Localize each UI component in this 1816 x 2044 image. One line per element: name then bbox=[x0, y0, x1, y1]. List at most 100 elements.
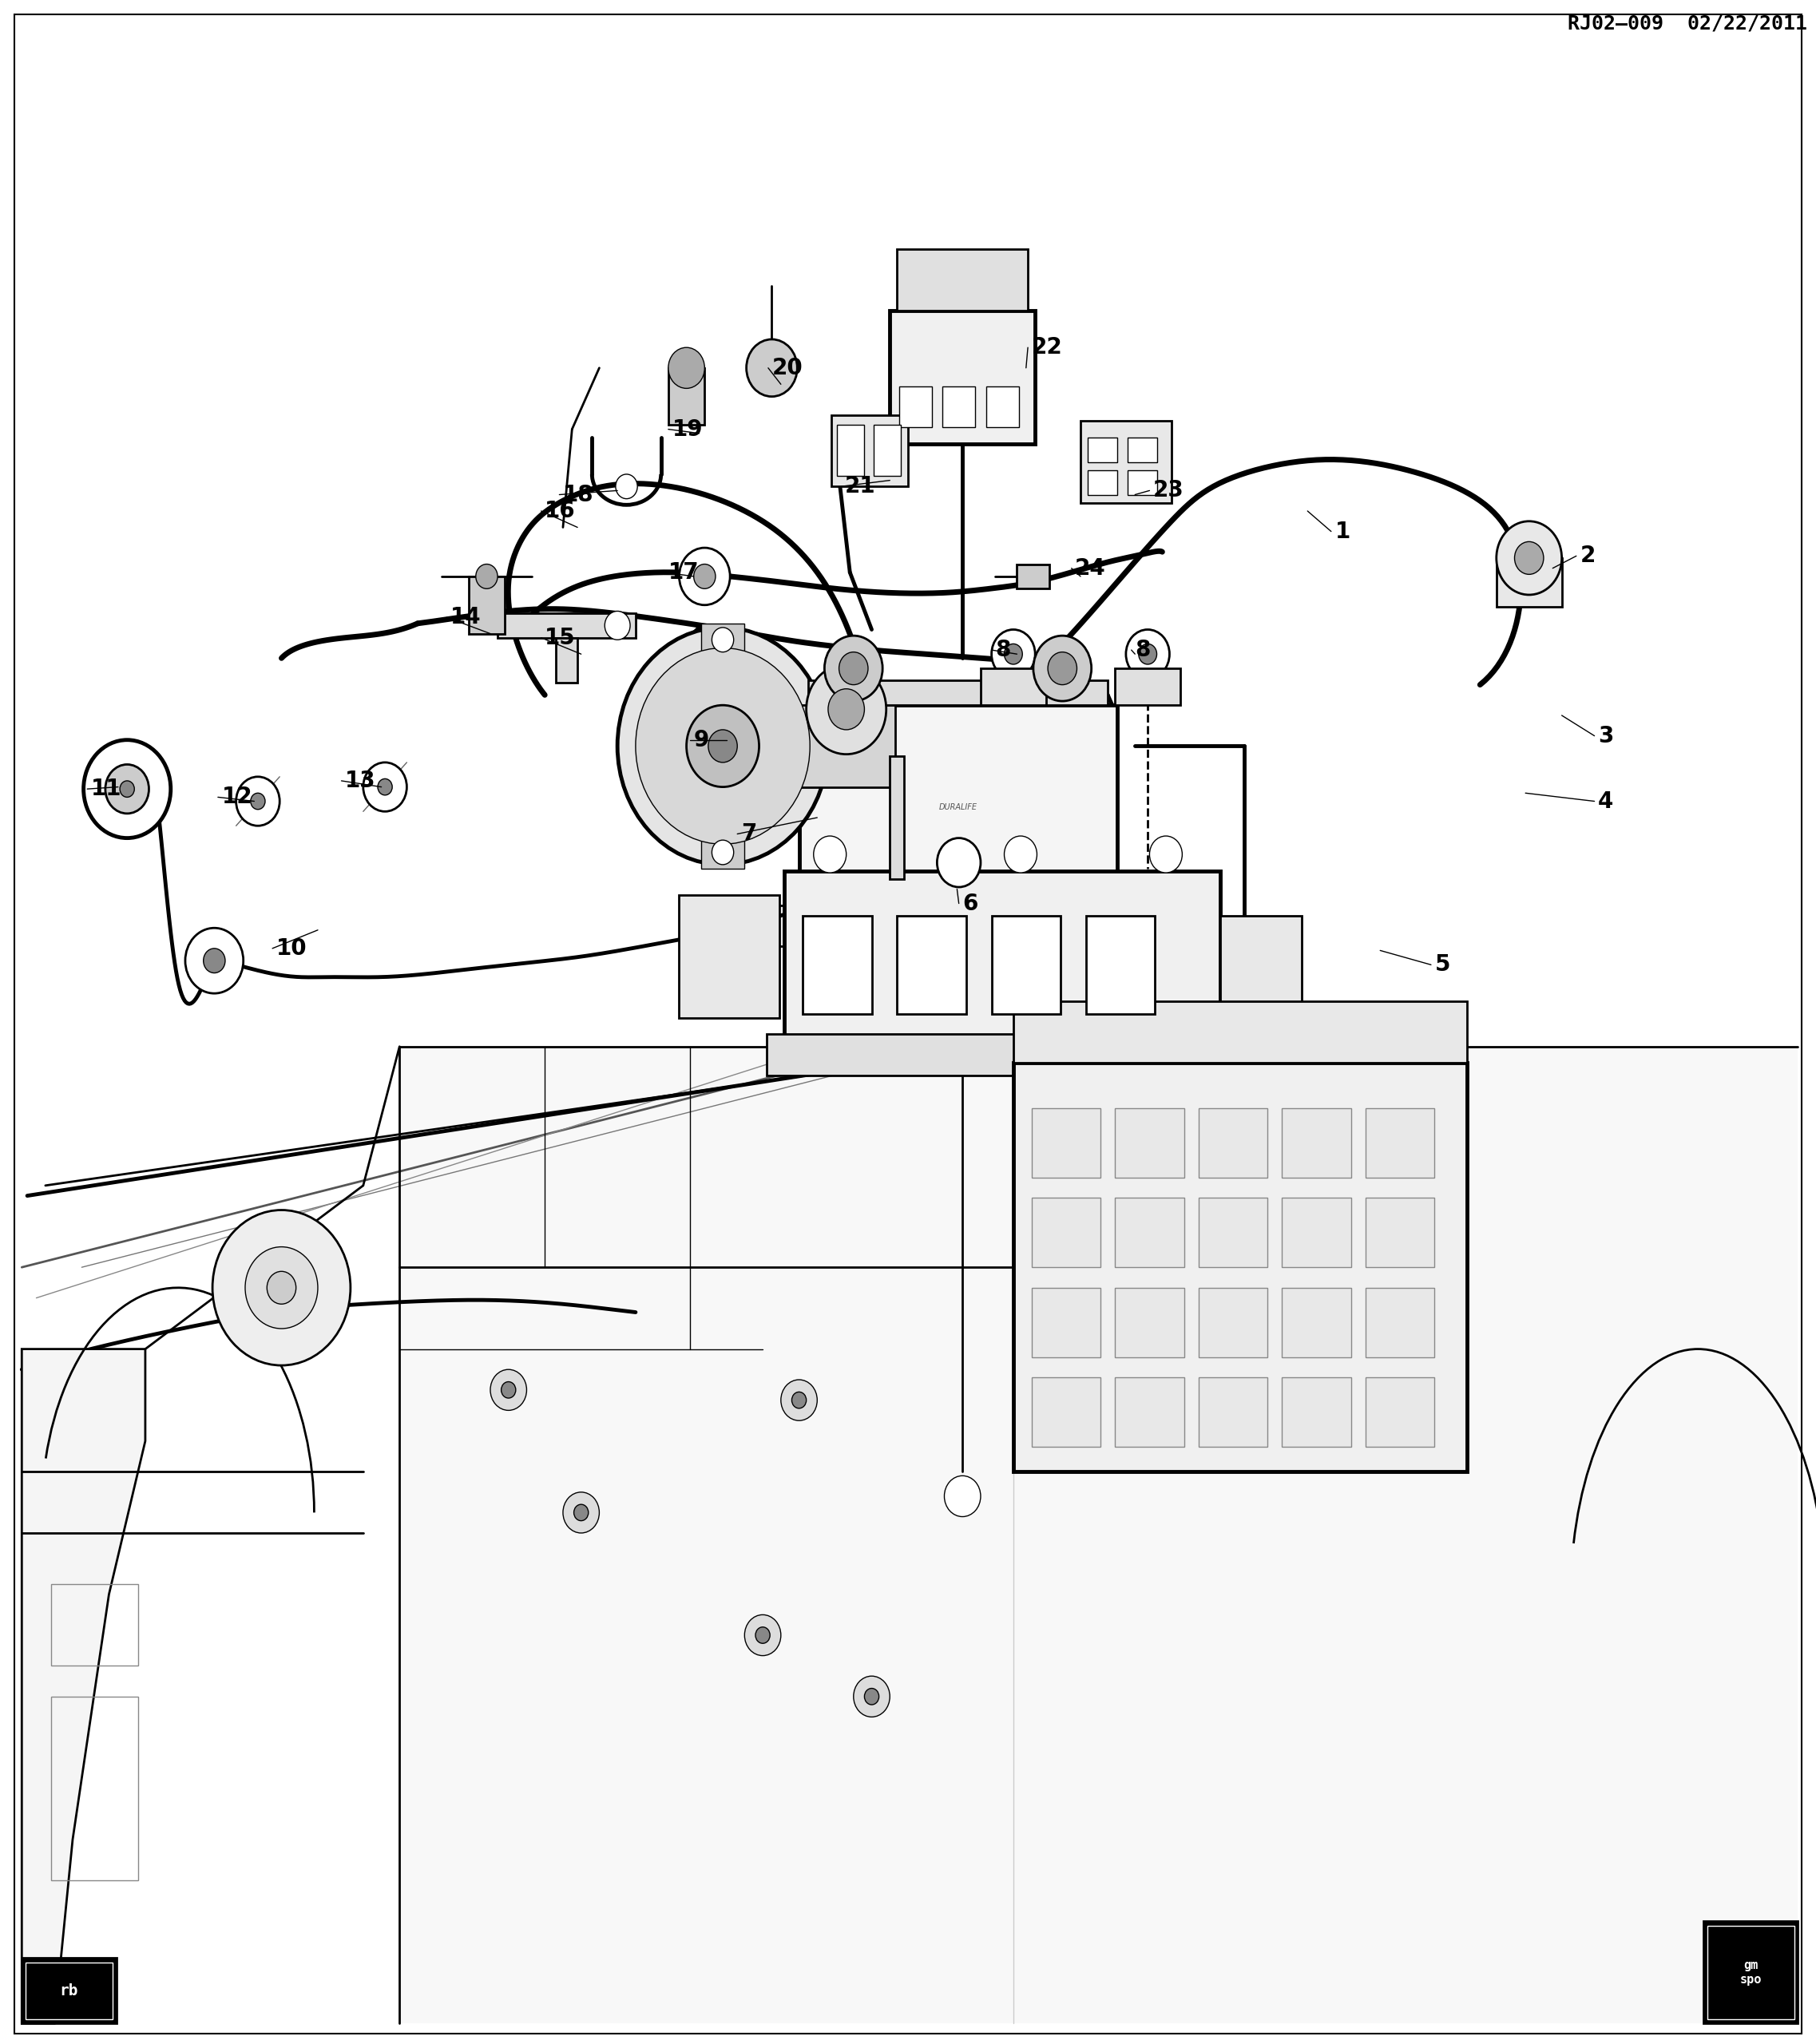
Circle shape bbox=[574, 1504, 588, 1521]
Polygon shape bbox=[22, 1349, 145, 2024]
Bar bbox=[1081, 421, 1171, 503]
Bar bbox=[837, 425, 864, 476]
Circle shape bbox=[501, 1382, 516, 1398]
Text: 6: 6 bbox=[962, 893, 979, 914]
Bar bbox=[1703, 1921, 1798, 2024]
Bar bbox=[1013, 1063, 1467, 1472]
Bar bbox=[25, 1962, 113, 2019]
Bar bbox=[1031, 1288, 1100, 1357]
Bar bbox=[766, 1034, 1239, 1075]
Text: 7: 7 bbox=[741, 824, 757, 844]
Bar bbox=[943, 386, 975, 427]
Circle shape bbox=[203, 948, 225, 973]
Bar bbox=[498, 613, 636, 638]
Circle shape bbox=[828, 689, 864, 730]
Text: 23: 23 bbox=[1153, 480, 1184, 501]
Circle shape bbox=[84, 740, 171, 838]
Bar bbox=[1115, 1108, 1184, 1177]
Bar bbox=[992, 916, 1061, 1014]
Bar bbox=[1128, 470, 1157, 495]
Bar bbox=[1031, 1198, 1100, 1267]
Circle shape bbox=[1139, 644, 1157, 664]
Circle shape bbox=[1004, 836, 1037, 873]
Circle shape bbox=[668, 347, 705, 388]
Bar bbox=[897, 249, 1028, 311]
Bar bbox=[556, 638, 577, 683]
Circle shape bbox=[267, 1271, 296, 1304]
Circle shape bbox=[378, 779, 392, 795]
Bar bbox=[1031, 1108, 1100, 1177]
Circle shape bbox=[212, 1210, 350, 1365]
Bar bbox=[986, 386, 1019, 427]
Bar bbox=[1366, 1378, 1435, 1447]
Circle shape bbox=[806, 664, 886, 754]
Bar bbox=[1017, 564, 1050, 589]
Bar bbox=[1115, 1198, 1184, 1267]
Text: RJ02–009  02/22/2011: RJ02–009 02/22/2011 bbox=[1567, 14, 1807, 33]
Circle shape bbox=[605, 611, 630, 640]
Bar bbox=[785, 871, 1220, 1038]
Bar bbox=[1088, 470, 1117, 495]
Bar bbox=[1013, 1002, 1467, 1063]
Text: 14: 14 bbox=[450, 607, 481, 628]
Bar bbox=[1366, 1198, 1435, 1267]
Text: 19: 19 bbox=[672, 419, 703, 439]
Bar bbox=[51, 1697, 138, 1880]
Bar bbox=[803, 916, 872, 1014]
Bar bbox=[890, 756, 904, 879]
Bar bbox=[701, 623, 745, 656]
Bar bbox=[701, 836, 745, 869]
Text: 24: 24 bbox=[1075, 558, 1106, 578]
Bar bbox=[1496, 558, 1562, 607]
Circle shape bbox=[781, 1380, 817, 1421]
Circle shape bbox=[712, 628, 734, 652]
Text: 20: 20 bbox=[772, 358, 803, 378]
Circle shape bbox=[746, 339, 797, 397]
Text: 11: 11 bbox=[91, 779, 122, 799]
Circle shape bbox=[1126, 630, 1170, 679]
Bar bbox=[1128, 437, 1157, 462]
Text: 22: 22 bbox=[1031, 337, 1062, 358]
Circle shape bbox=[236, 777, 280, 826]
Circle shape bbox=[185, 928, 243, 993]
Circle shape bbox=[563, 1492, 599, 1533]
Circle shape bbox=[490, 1369, 527, 1410]
Text: 5: 5 bbox=[1435, 955, 1451, 975]
Circle shape bbox=[694, 564, 716, 589]
Circle shape bbox=[251, 793, 265, 809]
Circle shape bbox=[1033, 636, 1091, 701]
Bar bbox=[1282, 1378, 1351, 1447]
Bar bbox=[51, 1584, 138, 1666]
Bar bbox=[795, 705, 895, 787]
Bar bbox=[890, 311, 1035, 444]
Circle shape bbox=[708, 730, 737, 762]
Circle shape bbox=[120, 781, 134, 797]
Text: 13: 13 bbox=[345, 771, 376, 791]
Text: DURALIFE: DURALIFE bbox=[939, 803, 977, 811]
Bar bbox=[22, 1958, 116, 2024]
Circle shape bbox=[712, 840, 734, 865]
Circle shape bbox=[937, 838, 981, 887]
Bar bbox=[1282, 1198, 1351, 1267]
Bar bbox=[1366, 1108, 1435, 1177]
Circle shape bbox=[755, 1627, 770, 1643]
Text: rb: rb bbox=[60, 1983, 78, 1999]
Bar bbox=[1086, 916, 1155, 1014]
Bar bbox=[1366, 1288, 1435, 1357]
Bar bbox=[1088, 437, 1117, 462]
Circle shape bbox=[1515, 542, 1544, 574]
Circle shape bbox=[245, 1247, 318, 1329]
Text: 1: 1 bbox=[1335, 521, 1349, 542]
Bar bbox=[1031, 1378, 1100, 1447]
Circle shape bbox=[1496, 521, 1562, 595]
Circle shape bbox=[944, 1476, 981, 1517]
Circle shape bbox=[1004, 644, 1022, 664]
Text: 9: 9 bbox=[694, 730, 708, 750]
Circle shape bbox=[476, 564, 498, 589]
Circle shape bbox=[105, 764, 149, 814]
Circle shape bbox=[824, 636, 883, 701]
Text: gm
spo: gm spo bbox=[1740, 1958, 1762, 1987]
Text: 8: 8 bbox=[1135, 640, 1151, 660]
Bar bbox=[832, 415, 908, 486]
Bar bbox=[808, 681, 1108, 705]
